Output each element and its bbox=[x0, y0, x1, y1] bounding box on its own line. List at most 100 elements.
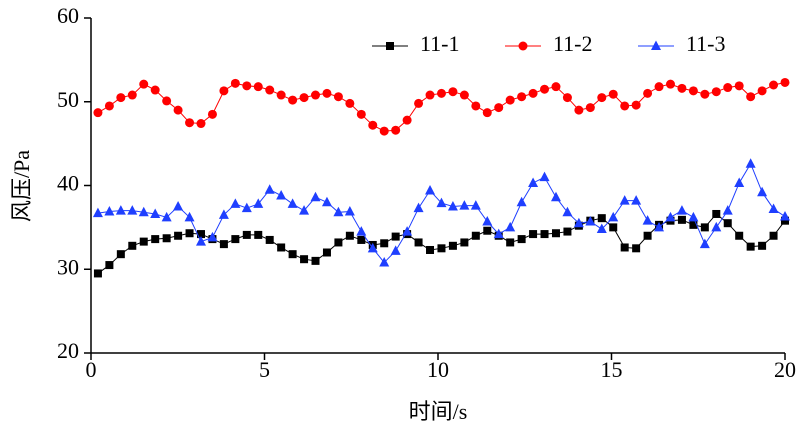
marker bbox=[311, 90, 321, 100]
marker bbox=[241, 202, 252, 213]
marker bbox=[517, 235, 526, 244]
marker bbox=[414, 98, 424, 108]
marker bbox=[562, 93, 572, 103]
marker bbox=[551, 82, 561, 92]
legend-marker bbox=[518, 41, 528, 51]
marker bbox=[459, 200, 470, 210]
marker bbox=[712, 209, 721, 218]
marker bbox=[127, 205, 138, 215]
marker bbox=[299, 93, 309, 103]
marker bbox=[734, 177, 745, 187]
marker bbox=[517, 92, 527, 102]
marker bbox=[345, 231, 354, 240]
marker bbox=[596, 223, 607, 234]
marker bbox=[551, 229, 560, 238]
marker bbox=[677, 83, 687, 93]
marker bbox=[161, 211, 172, 222]
y-tick-label: 40 bbox=[57, 171, 79, 196]
marker bbox=[321, 196, 332, 207]
marker bbox=[585, 216, 596, 226]
x-tick-label: 5 bbox=[259, 357, 270, 382]
marker bbox=[436, 88, 446, 98]
marker bbox=[253, 82, 263, 92]
marker bbox=[620, 243, 629, 252]
marker bbox=[128, 241, 137, 250]
marker bbox=[505, 221, 516, 232]
marker bbox=[619, 195, 630, 205]
marker bbox=[116, 250, 125, 259]
marker bbox=[127, 90, 137, 100]
marker bbox=[781, 216, 789, 225]
marker bbox=[380, 239, 389, 248]
marker bbox=[93, 269, 102, 278]
marker bbox=[447, 200, 458, 211]
y-tick-label: 30 bbox=[57, 254, 79, 279]
marker bbox=[345, 98, 355, 108]
y-tick-label: 60 bbox=[57, 3, 79, 28]
marker bbox=[585, 103, 595, 113]
legend-marker bbox=[651, 40, 661, 50]
marker bbox=[493, 228, 504, 239]
marker bbox=[677, 215, 686, 224]
marker bbox=[184, 211, 195, 222]
marker bbox=[711, 87, 721, 97]
marker bbox=[356, 109, 366, 119]
x-axis-label: 时间/s bbox=[409, 399, 468, 424]
marker bbox=[574, 105, 584, 115]
marker bbox=[311, 256, 320, 265]
marker bbox=[471, 231, 480, 240]
marker bbox=[700, 89, 710, 99]
marker bbox=[768, 203, 779, 213]
marker bbox=[264, 184, 275, 194]
marker bbox=[287, 198, 298, 208]
marker bbox=[676, 205, 687, 215]
marker bbox=[597, 214, 606, 223]
marker bbox=[116, 93, 126, 103]
marker bbox=[769, 80, 779, 90]
marker bbox=[196, 230, 205, 239]
x-tick-label: 20 bbox=[774, 357, 796, 382]
marker bbox=[688, 211, 699, 222]
marker bbox=[139, 237, 148, 246]
marker bbox=[174, 231, 183, 240]
marker bbox=[735, 231, 744, 240]
marker bbox=[620, 101, 630, 111]
marker bbox=[632, 244, 641, 253]
marker bbox=[723, 219, 732, 228]
y-tick-label: 20 bbox=[57, 338, 79, 363]
marker bbox=[699, 238, 710, 249]
marker bbox=[104, 205, 115, 216]
marker bbox=[242, 81, 252, 91]
marker bbox=[151, 235, 160, 244]
marker bbox=[265, 235, 274, 244]
marker bbox=[642, 215, 653, 225]
marker bbox=[550, 191, 561, 202]
marker bbox=[253, 198, 264, 208]
marker bbox=[746, 242, 755, 251]
marker bbox=[437, 244, 446, 253]
marker bbox=[185, 118, 195, 128]
marker bbox=[608, 211, 619, 222]
marker bbox=[195, 236, 206, 246]
marker bbox=[379, 126, 389, 136]
marker bbox=[471, 101, 481, 111]
marker bbox=[219, 240, 228, 249]
marker bbox=[138, 206, 149, 217]
marker bbox=[379, 257, 390, 267]
marker bbox=[608, 89, 618, 99]
marker bbox=[528, 88, 538, 98]
marker bbox=[426, 245, 435, 254]
marker bbox=[448, 87, 458, 97]
marker bbox=[700, 223, 709, 232]
marker bbox=[391, 232, 400, 241]
marker bbox=[104, 101, 114, 111]
marker bbox=[115, 205, 126, 215]
marker bbox=[219, 86, 229, 96]
marker bbox=[276, 190, 287, 200]
marker bbox=[139, 79, 149, 89]
marker bbox=[609, 223, 618, 232]
legend-marker bbox=[386, 42, 394, 50]
marker bbox=[413, 202, 424, 213]
marker bbox=[367, 242, 378, 253]
marker bbox=[482, 108, 492, 118]
